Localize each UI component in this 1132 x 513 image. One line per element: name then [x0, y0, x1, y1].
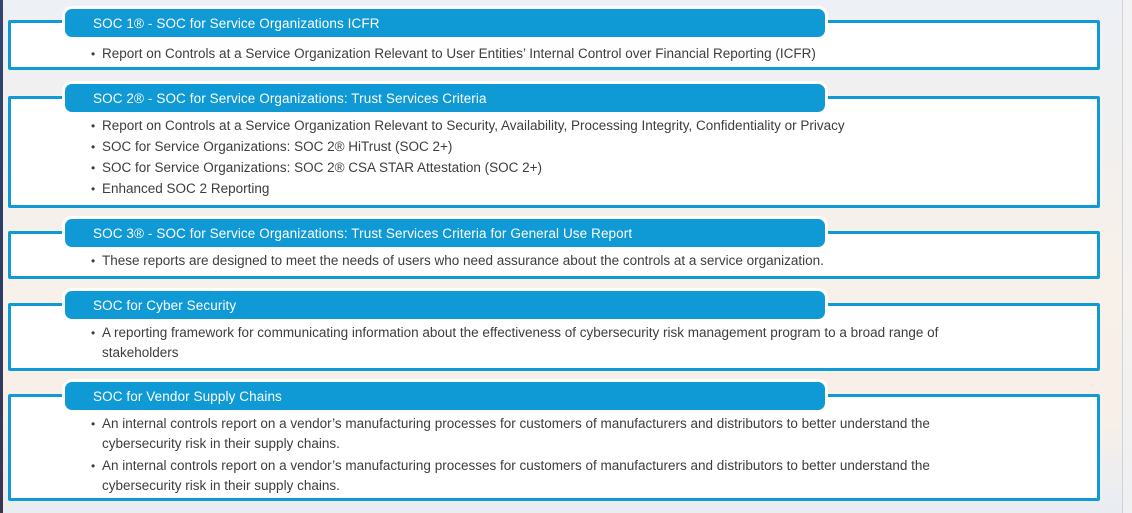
soc3-content: These reports are designed to meet the n… [11, 234, 1097, 271]
soc2-content-box: Report on Controls at a Service Organiza… [8, 96, 1100, 208]
soc1-content: Report on Controls at a Service Organiza… [11, 23, 1097, 64]
soc-cyber-bullet-list: A reporting framework for communicating … [91, 323, 1077, 363]
bullet-item: An internal controls report on a vendor’… [91, 414, 958, 454]
bullet-item: Enhanced SOC 2 Reporting [91, 179, 1010, 199]
soc2-header-bar: SOC 2® - SOC for Service Organizations: … [65, 84, 825, 112]
soc-vendor-header-bar: SOC for Vendor Supply Chains [65, 382, 825, 410]
soc-vendor-content-box: An internal controls report on a vendor’… [8, 394, 1100, 501]
bullet-item: SOC for Service Organizations: SOC 2® CS… [91, 158, 1010, 178]
soc2-header-label: SOC 2® - SOC for Service Organizations: … [93, 90, 487, 106]
soc-vendor-content: An internal controls report on a vendor’… [11, 397, 1097, 496]
bullet-item: Report on Controls at a Service Organiza… [91, 116, 1010, 136]
left-accent-stripe [0, 0, 3, 513]
soc-cyber-header-bar: SOC for Cyber Security [65, 291, 825, 319]
soc1-header-label: SOC 1® - SOC for Service Organizations I… [93, 15, 380, 31]
bullet-item: Report on Controls at a Service Organiza… [91, 44, 1010, 64]
bullet-item: An internal controls report on a vendor’… [91, 456, 958, 496]
soc2-content: Report on Controls at a Service Organiza… [11, 99, 1097, 199]
bullet-item: A reporting framework for communicating … [91, 323, 1010, 363]
soc1-bullet-list: Report on Controls at a Service Organiza… [91, 44, 1077, 64]
soc3-bullet-list: These reports are designed to meet the n… [91, 251, 1077, 271]
soc-vendor-header-label: SOC for Vendor Supply Chains [93, 388, 282, 404]
soc2-bullet-list: Report on Controls at a Service Organiza… [91, 116, 1077, 199]
soc-cyber-header-label: SOC for Cyber Security [93, 297, 237, 313]
soc-vendor-bullet-list: An internal controls report on a vendor’… [91, 414, 1077, 496]
right-margin-area [1123, 0, 1132, 513]
bullet-item: These reports are designed to meet the n… [91, 251, 1010, 271]
right-divider-line [1122, 0, 1123, 513]
soc1-header-bar: SOC 1® - SOC for Service Organizations I… [65, 9, 825, 37]
soc3-header-bar: SOC 3® - SOC for Service Organizations: … [65, 219, 825, 247]
soc-cyber-content: A reporting framework for communicating … [11, 306, 1097, 363]
soc3-header-label: SOC 3® - SOC for Service Organizations: … [93, 225, 633, 241]
bullet-item: SOC for Service Organizations: SOC 2® Hi… [91, 137, 1010, 157]
